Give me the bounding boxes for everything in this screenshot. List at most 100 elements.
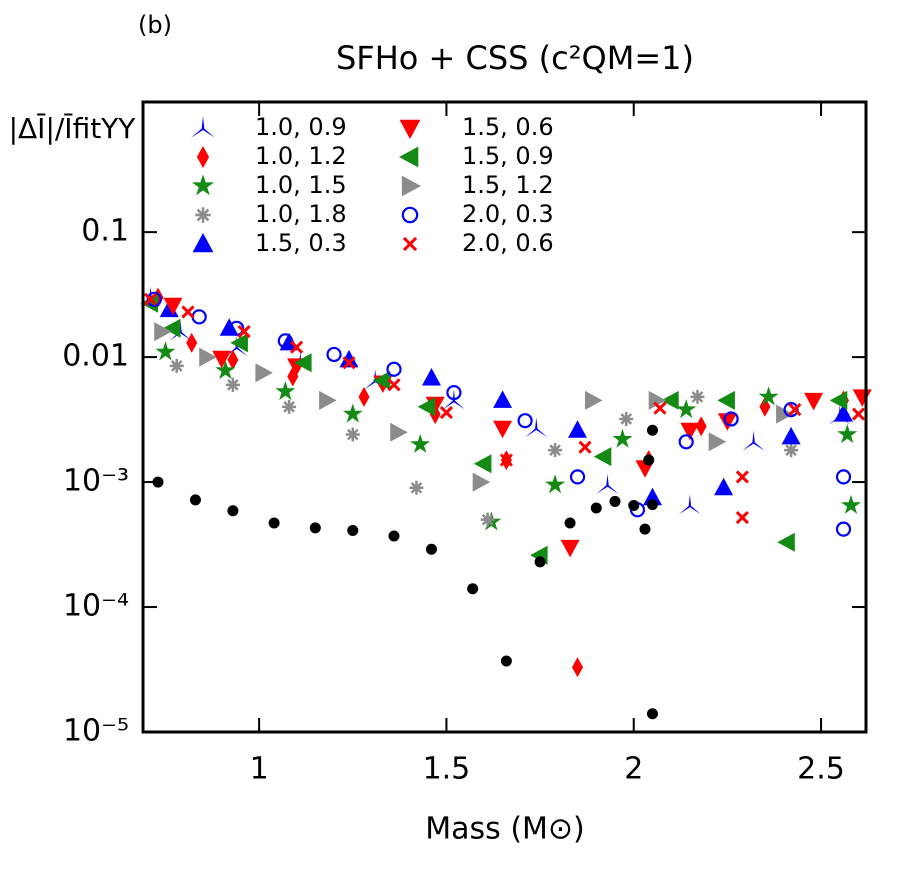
data-point [648, 390, 667, 410]
y-tick-label: 10⁻⁵ [63, 714, 129, 749]
data-point [282, 399, 297, 414]
data-point [473, 454, 492, 474]
y-tick-label: 10⁻³ [63, 464, 129, 499]
data-point [735, 510, 749, 525]
data-point [560, 539, 580, 558]
data-point [646, 708, 658, 720]
data-point [230, 333, 248, 353]
legend-marker [401, 175, 421, 197]
data-point [154, 322, 172, 342]
data-point [837, 424, 858, 444]
x-axis-label: Mass (M⊙) [425, 812, 585, 847]
data-point [425, 543, 437, 555]
data-point [169, 358, 184, 373]
legend-marker [399, 146, 419, 168]
data-point [678, 434, 694, 450]
data-point [294, 353, 312, 373]
data-point [804, 392, 824, 411]
data-point [422, 368, 441, 386]
data-point [277, 333, 293, 349]
data-point [189, 494, 201, 506]
data-point [661, 390, 679, 410]
legend-marker [402, 236, 418, 252]
data-point [417, 397, 436, 417]
plot-frame [141, 100, 868, 734]
data-point [146, 291, 162, 307]
data-point [290, 340, 304, 354]
data-point [152, 476, 164, 488]
data-point [834, 404, 853, 422]
data-point [268, 517, 280, 529]
data-point [467, 583, 479, 595]
legend-label: 1.5, 1.2 [462, 171, 554, 199]
legend-label: 1.0, 1.2 [255, 142, 347, 170]
y-tick-label: 10⁻⁴ [63, 589, 129, 624]
data-point [229, 320, 245, 336]
data-point [593, 447, 612, 467]
data-point [572, 657, 583, 678]
data-point [387, 378, 401, 392]
data-point [841, 494, 861, 514]
data-point [717, 413, 737, 431]
data-point [678, 494, 701, 515]
data-point [676, 399, 697, 419]
data-point [309, 522, 321, 534]
legend-marker [196, 146, 210, 168]
data-point [758, 386, 779, 406]
x-tick-label: 1.5 [423, 752, 471, 787]
data-point [472, 472, 491, 492]
legend-marker [192, 174, 214, 196]
data-point [578, 440, 592, 454]
data-point [410, 434, 431, 453]
legend-marker [192, 233, 214, 253]
data-point [345, 427, 360, 442]
data-point [783, 402, 799, 418]
data-point [439, 405, 453, 420]
data-point [851, 407, 866, 421]
y-axis-label: |ΔĪ|/ĪfitYY [9, 112, 137, 145]
y-tick-label: 0.1 [81, 214, 129, 249]
data-point [525, 417, 548, 438]
data-point [609, 495, 621, 507]
data-point [339, 349, 359, 368]
data-point [646, 499, 658, 511]
data-point [835, 469, 852, 485]
data-point [388, 530, 400, 542]
data-point [319, 390, 337, 410]
data-point [493, 390, 513, 408]
chart-title: SFHo + CSS (c²QM=1) [336, 39, 694, 77]
data-point [480, 512, 495, 527]
data-point [619, 411, 634, 426]
data-point [690, 389, 705, 404]
legend-label: 1.0, 1.8 [255, 200, 347, 228]
data-point [777, 532, 795, 552]
data-point [409, 480, 424, 495]
data-point [446, 385, 462, 401]
data-point [643, 487, 662, 506]
data-point [181, 305, 195, 319]
data-point [199, 347, 217, 367]
legend-label: 1.5, 0.3 [255, 229, 347, 257]
data-point [386, 361, 402, 377]
legend-label: 1.5, 0.6 [462, 113, 554, 141]
data-point [499, 453, 513, 467]
data-point [215, 360, 236, 380]
data-point [342, 356, 356, 370]
data-point [784, 443, 799, 458]
data-point [564, 517, 576, 529]
data-point [569, 469, 586, 485]
data-point [139, 286, 162, 307]
data-point [759, 396, 771, 417]
legend-label: 1.0, 1.5 [255, 171, 347, 199]
y-tick-label: 0.01 [62, 339, 129, 374]
data-point [735, 470, 749, 484]
data-point [358, 386, 370, 407]
data-point [590, 502, 602, 514]
data-point [829, 390, 848, 410]
data-point [227, 349, 239, 370]
data-point [643, 454, 655, 466]
data-point [342, 403, 363, 423]
legend-marker [195, 207, 211, 223]
data-point [493, 420, 513, 439]
